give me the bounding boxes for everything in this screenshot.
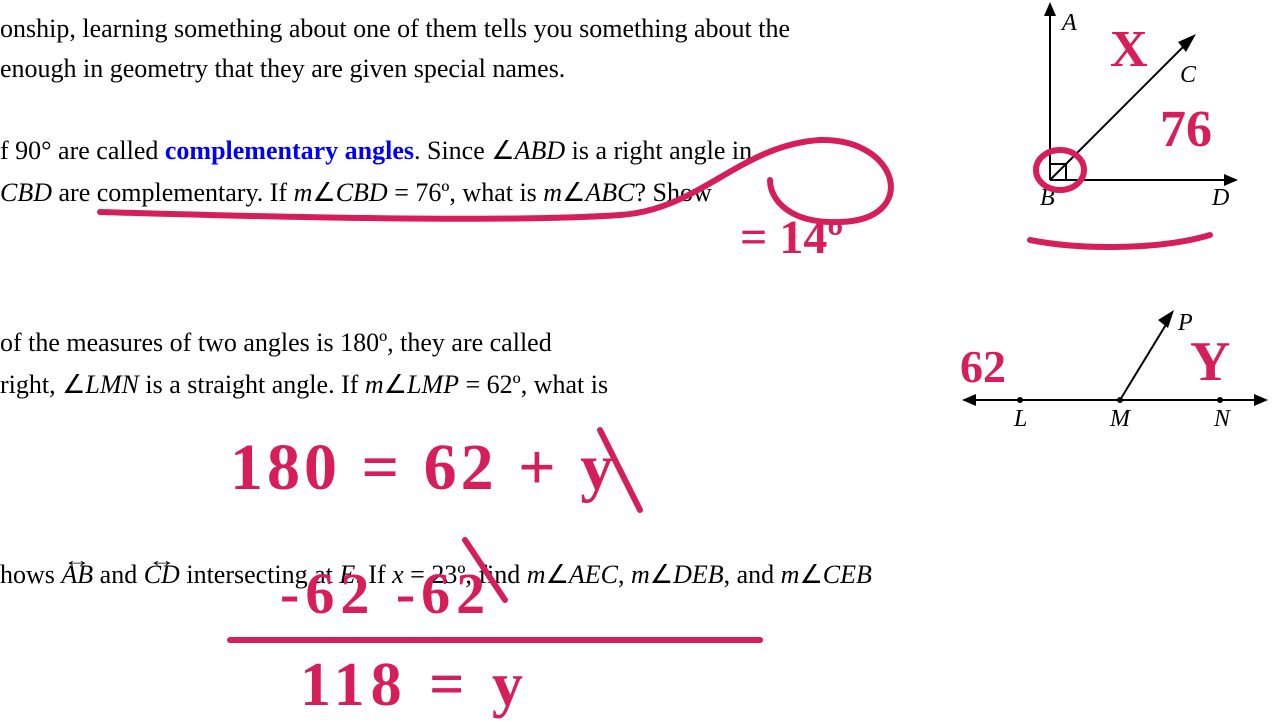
hw-minus62: -62 -62 xyxy=(280,560,491,627)
hw-76: 76 xyxy=(1160,100,1212,159)
hw-62: 62 xyxy=(960,340,1006,393)
hw-14: = 14º xyxy=(740,210,843,265)
hw-result: 118 = y xyxy=(300,650,529,721)
hw-x: X xyxy=(1110,20,1148,79)
handwriting-overlay xyxy=(0,0,1280,720)
hw-eq180: 180 = 62 + y xyxy=(230,430,617,506)
hw-y: Y xyxy=(1190,330,1230,394)
